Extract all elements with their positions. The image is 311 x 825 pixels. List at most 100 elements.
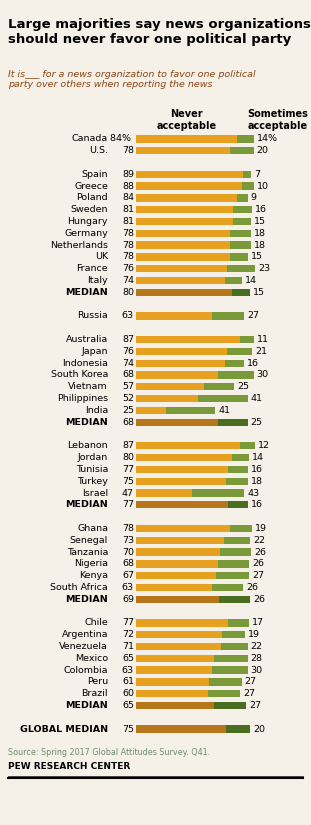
Bar xyxy=(136,289,232,296)
Bar xyxy=(193,489,244,497)
Bar xyxy=(230,229,251,237)
Text: 70: 70 xyxy=(122,548,134,557)
Text: 26: 26 xyxy=(246,583,258,592)
Bar xyxy=(221,643,248,650)
Text: MEDIAN: MEDIAN xyxy=(65,417,108,427)
Bar xyxy=(209,678,242,686)
Text: 76: 76 xyxy=(122,264,134,273)
Bar xyxy=(214,654,248,662)
Text: 80: 80 xyxy=(122,288,134,297)
Bar xyxy=(136,596,219,603)
Bar xyxy=(232,454,249,461)
Text: 68: 68 xyxy=(122,559,134,568)
Bar xyxy=(136,383,204,390)
Text: 27: 27 xyxy=(244,689,255,698)
Text: 77: 77 xyxy=(122,500,134,509)
Text: Brazil: Brazil xyxy=(81,689,108,698)
Text: 27: 27 xyxy=(247,312,259,320)
Text: Australia: Australia xyxy=(66,335,108,344)
Text: Ghana: Ghana xyxy=(77,524,108,533)
Bar xyxy=(218,371,253,379)
Text: South Korea: South Korea xyxy=(51,370,108,380)
Text: 74: 74 xyxy=(122,276,134,285)
Text: 63: 63 xyxy=(122,666,134,675)
Text: Kenya: Kenya xyxy=(79,571,108,580)
Text: 81: 81 xyxy=(122,205,134,215)
Bar xyxy=(218,560,249,568)
Text: Lebanon: Lebanon xyxy=(67,441,108,450)
Bar xyxy=(218,418,248,426)
Text: 18: 18 xyxy=(251,477,262,486)
Text: 78: 78 xyxy=(122,241,134,250)
Text: Indonesia: Indonesia xyxy=(62,359,108,368)
Text: Poland: Poland xyxy=(77,193,108,202)
Bar xyxy=(136,572,216,579)
Text: Germany: Germany xyxy=(64,229,108,238)
Text: 41: 41 xyxy=(218,406,230,415)
Text: 27: 27 xyxy=(249,701,262,710)
Text: 77: 77 xyxy=(122,465,134,474)
Bar xyxy=(242,182,253,190)
Text: 25: 25 xyxy=(237,382,249,391)
Text: 65: 65 xyxy=(122,701,134,710)
Bar xyxy=(136,584,211,591)
Text: Chile: Chile xyxy=(84,619,108,627)
Text: Turkey: Turkey xyxy=(77,477,108,486)
Bar xyxy=(136,347,227,355)
Bar xyxy=(136,194,237,201)
Text: 20: 20 xyxy=(253,724,265,733)
Text: Tanzania: Tanzania xyxy=(67,548,108,557)
Text: 87: 87 xyxy=(122,335,134,344)
Bar xyxy=(136,620,228,626)
Text: 73: 73 xyxy=(122,535,134,545)
Text: 69: 69 xyxy=(122,595,134,604)
Text: MEDIAN: MEDIAN xyxy=(65,595,108,604)
Text: Tunisia: Tunisia xyxy=(76,465,108,474)
Text: 72: 72 xyxy=(122,630,134,639)
Bar xyxy=(136,725,226,733)
Bar xyxy=(136,442,240,450)
Bar xyxy=(136,182,242,190)
Text: 89: 89 xyxy=(122,170,134,179)
Text: 81: 81 xyxy=(122,217,134,226)
Text: 30: 30 xyxy=(251,666,263,675)
Text: Hungary: Hungary xyxy=(67,217,108,226)
Text: Nigeria: Nigeria xyxy=(74,559,108,568)
Bar xyxy=(225,277,242,284)
Text: 17: 17 xyxy=(252,619,264,627)
Text: Sometimes
acceptable: Sometimes acceptable xyxy=(248,109,309,130)
Bar xyxy=(136,206,233,214)
Text: It is___ for a news organization to favor one political
party over others when r: It is___ for a news organization to favo… xyxy=(8,70,256,89)
Bar xyxy=(222,631,245,639)
Bar xyxy=(208,690,240,697)
Text: France: France xyxy=(77,264,108,273)
Text: 28: 28 xyxy=(251,653,262,662)
Text: 20: 20 xyxy=(257,146,269,155)
Text: MEDIAN: MEDIAN xyxy=(65,288,108,297)
Text: 65: 65 xyxy=(122,653,134,662)
Bar xyxy=(226,725,250,733)
Text: 60: 60 xyxy=(122,689,134,698)
Text: 76: 76 xyxy=(122,346,134,356)
Text: 71: 71 xyxy=(122,642,134,651)
Text: 10: 10 xyxy=(257,182,269,191)
Text: GLOBAL MEDIAN: GLOBAL MEDIAN xyxy=(20,724,108,733)
Bar xyxy=(228,466,248,473)
Bar xyxy=(136,218,233,225)
Bar xyxy=(136,360,225,367)
Text: 63: 63 xyxy=(122,312,134,320)
Bar xyxy=(136,690,208,697)
Text: Philippines: Philippines xyxy=(57,394,108,403)
Text: 12: 12 xyxy=(258,441,270,450)
Bar xyxy=(198,395,248,403)
Bar xyxy=(232,289,250,296)
Text: 68: 68 xyxy=(122,417,134,427)
Text: MEDIAN: MEDIAN xyxy=(65,500,108,509)
Bar xyxy=(230,147,253,154)
Text: 27: 27 xyxy=(244,677,257,686)
Text: 15: 15 xyxy=(254,217,266,226)
Text: India: India xyxy=(85,406,108,415)
Text: 25: 25 xyxy=(251,417,262,427)
Bar xyxy=(136,631,222,639)
Text: 26: 26 xyxy=(252,559,264,568)
